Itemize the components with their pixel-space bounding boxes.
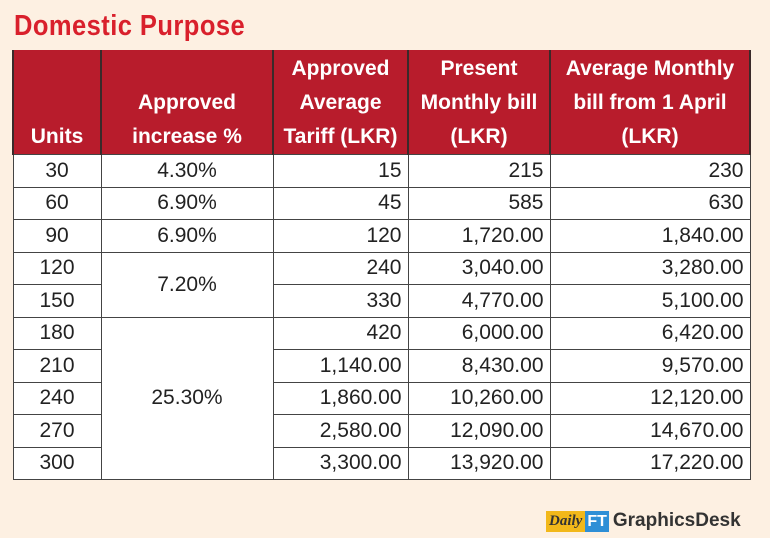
cell-tariff: 3,300.00 — [272, 446, 409, 480]
header-present-bill: Present Monthly bill (LKR) — [407, 50, 551, 155]
cell-increase: 7.20% — [100, 251, 274, 318]
cell-tariff: 1,860.00 — [272, 381, 409, 415]
cell-tariff: 420 — [272, 316, 409, 350]
cell-present-bill: 1,720.00 — [407, 219, 551, 253]
cell-tariff: 45 — [272, 186, 409, 220]
cell-present-bill: 8,430.00 — [407, 349, 551, 383]
table-row: 180 25.30% 420 6,000.00 6,420.00 — [12, 316, 751, 480]
cell-new-bill: 9,570.00 — [549, 349, 751, 383]
cell-new-bill: 630 — [549, 186, 751, 220]
cell-tariff: 1,140.00 — [272, 349, 409, 383]
cell-new-bill: 14,670.00 — [549, 414, 751, 448]
cell-present-bill: 6,000.00 — [407, 316, 551, 350]
cell-present-bill: 12,090.00 — [407, 414, 551, 448]
cell-new-bill: 12,120.00 — [549, 381, 751, 415]
cell-present-bill: 3,040.00 — [407, 251, 551, 285]
header-new-bill: Average Monthly bill from 1 April (LKR) — [549, 50, 751, 155]
table-row: 150 330 4,770.00 5,100.00 — [12, 284, 751, 318]
table-row: 270 2,580.00 12,090.00 14,670.00 — [12, 414, 751, 448]
header-row: Units Approved increase % Approved Avera… — [12, 50, 751, 155]
cell-increase: 25.30% — [100, 316, 274, 480]
cell-tariff: 15 — [272, 154, 409, 188]
cell-increase: 6.90% — [100, 219, 274, 253]
cell-increase: 4.30% — [100, 154, 274, 188]
header-units: Units — [12, 50, 102, 155]
cell-units: 90 — [12, 219, 102, 253]
logo-ft: FT — [585, 510, 609, 532]
cell-tariff: 240 — [272, 251, 409, 285]
cell-new-bill: 6,420.00 — [549, 316, 751, 350]
table-row: 60 6.90% 45 585 630 — [12, 186, 751, 220]
cell-new-bill: 5,100.00 — [549, 284, 751, 318]
cell-new-bill: 230 — [549, 154, 751, 188]
cell-units: 30 — [12, 154, 102, 188]
header-increase: Approved increase % — [100, 50, 274, 155]
cell-tariff: 330 — [272, 284, 409, 318]
cell-present-bill: 10,260.00 — [407, 381, 551, 415]
table-row: 30 4.30% 15 215 230 — [12, 154, 751, 188]
cell-new-bill: 3,280.00 — [549, 251, 751, 285]
cell-units: 60 — [12, 186, 102, 220]
table-row: 90 6.90% 120 1,720.00 1,840.00 — [12, 219, 751, 253]
logo-graphicsdesk: GraphicsDesk — [612, 510, 741, 531]
cell-units: 180 — [12, 316, 102, 350]
cell-tariff: 120 — [272, 219, 409, 253]
table-row: 300 3,300.00 13,920.00 17,220.00 — [12, 446, 751, 480]
cell-new-bill: 17,220.00 — [549, 446, 751, 480]
table-row: 240 1,860.00 10,260.00 12,120.00 — [12, 381, 751, 415]
cell-units: 300 — [12, 446, 102, 480]
cell-present-bill: 215 — [407, 154, 551, 188]
cell-units: 210 — [12, 349, 102, 383]
cell-present-bill: 13,920.00 — [407, 446, 551, 480]
table-row: 120 7.20% 240 3,040.00 3,280.00 — [12, 251, 751, 318]
graphicsdesk-logo: Daily FT GraphicsDesk — [546, 510, 741, 532]
cell-tariff: 2,580.00 — [272, 414, 409, 448]
page-title: Domestic Purpose — [14, 10, 246, 42]
cell-present-bill: 4,770.00 — [407, 284, 551, 318]
cell-units: 240 — [12, 381, 102, 415]
cell-increase: 6.90% — [100, 186, 274, 220]
cell-units: 270 — [12, 414, 102, 448]
table-row: 210 1,140.00 8,430.00 9,570.00 — [12, 349, 751, 383]
cell-units: 150 — [12, 284, 102, 318]
header-tariff: Approved Average Tariff (LKR) — [272, 50, 409, 155]
cell-new-bill: 1,840.00 — [549, 219, 751, 253]
tariff-table: Units Approved increase % Approved Avera… — [12, 50, 751, 480]
cell-present-bill: 585 — [407, 186, 551, 220]
cell-units: 120 — [12, 251, 102, 285]
logo-daily: Daily — [546, 510, 586, 532]
